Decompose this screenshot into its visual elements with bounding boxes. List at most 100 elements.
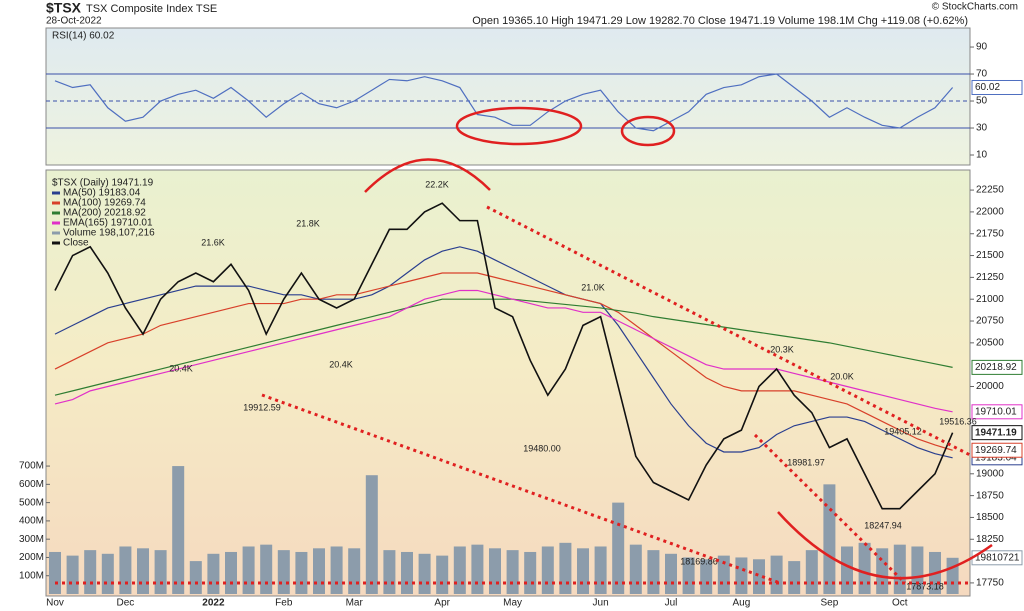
y-tick-label: 18500	[976, 512, 1004, 523]
trend-line	[753, 433, 907, 585]
value-tag: 19269.74	[975, 445, 1017, 456]
y-tick-label: 10	[976, 150, 988, 161]
legend-entry: MA(200) 20218.92	[63, 208, 146, 219]
volume-bar	[911, 546, 924, 594]
ma-line	[54, 272, 953, 451]
x-tick-label: Apr	[434, 598, 450, 609]
price-annotation: 19480.00	[523, 443, 561, 453]
volume-bar	[946, 557, 959, 594]
legend-entry: Close	[63, 238, 89, 249]
symbol: $TSX	[46, 0, 82, 16]
volume-bar	[242, 546, 255, 594]
volume-bar	[418, 553, 431, 594]
volume-bar	[137, 548, 149, 594]
volume-bar	[84, 550, 97, 594]
ma-line	[54, 298, 953, 396]
volume-bar	[260, 544, 273, 594]
x-tick-label: 2022	[202, 598, 225, 609]
value-tag: 19471.19	[975, 427, 1017, 438]
ma-line	[54, 289, 953, 413]
volume-bar	[876, 548, 889, 594]
volume-bar	[436, 555, 449, 594]
volume-bar	[629, 544, 642, 594]
trend-line	[261, 393, 781, 585]
volume-bar	[189, 561, 202, 594]
price-annotation: 22.2K	[425, 179, 449, 189]
y2-tick-label: 700M	[19, 461, 44, 472]
volume-bar	[577, 548, 589, 594]
rsi-line	[54, 73, 954, 132]
rsi-panel	[45, 27, 971, 166]
volume-bar	[506, 550, 519, 594]
volume-bar	[682, 557, 695, 594]
price-annotation: 21.0K	[581, 282, 605, 292]
x-tick-label: Jul	[665, 598, 678, 609]
value-tag: 19183.04	[975, 452, 1017, 463]
y-tick-label: 17750	[976, 578, 1004, 589]
volume-bar	[594, 546, 607, 594]
volume-bar	[893, 544, 906, 594]
y2-tick-label: 500M	[19, 497, 44, 508]
volume-bar	[647, 550, 660, 594]
price-panel	[45, 169, 971, 597]
value-tag-box	[971, 404, 1023, 420]
x-tick-label: Nov	[46, 598, 64, 609]
volume-bar	[348, 548, 361, 594]
volume-bar	[49, 551, 61, 594]
legend-entry: MA(100) 19269.74	[63, 198, 146, 209]
x-tick-label: Sep	[821, 598, 839, 609]
y-tick-label: 20500	[976, 337, 1004, 348]
top-arc	[364, 158, 491, 193]
date: 28-Oct-2022	[46, 16, 102, 27]
y-tick-label: 21250	[976, 272, 1004, 283]
decorations	[55, 106, 993, 585]
highlight-ellipse	[455, 106, 583, 146]
y2-tick-label: 400M	[19, 516, 44, 527]
y-tick-label: 22000	[976, 207, 1004, 218]
volume-bar	[383, 550, 396, 594]
price-annotation: 17873.18	[906, 581, 944, 591]
price-annotation: 21.6K	[201, 237, 225, 247]
y-tick-label: 70	[976, 69, 988, 80]
volume-bar	[841, 546, 853, 594]
bottom-arc	[777, 511, 993, 580]
rsi-legend: RSI(14) 60.02	[52, 31, 115, 42]
volume-bar	[612, 502, 625, 594]
volume-bar	[101, 553, 114, 594]
x-tick-label: Oct	[892, 598, 908, 609]
volume-bar	[330, 546, 343, 594]
volume-bar	[858, 542, 871, 594]
price-annotation: 19516.36	[939, 416, 977, 426]
x-tick-label: Feb	[275, 598, 293, 609]
quote: Open 19365.10 High 19471.29 Low 19282.70…	[472, 15, 968, 27]
volume-bar	[154, 550, 167, 594]
volume-bar	[365, 475, 378, 594]
value-tag-box	[971, 442, 1023, 458]
volume-bar	[313, 548, 325, 594]
x-tick-label: Jun	[593, 598, 609, 609]
volume-bar	[277, 550, 290, 594]
price-annotation: 18247.94	[864, 520, 902, 530]
volume-bar	[225, 551, 237, 594]
volume-bar	[66, 555, 79, 594]
volume-bar	[172, 466, 185, 594]
volume-bar	[823, 484, 836, 594]
x-tick-label: May	[503, 598, 522, 609]
volume-bar	[805, 550, 818, 594]
value-tag-box	[971, 425, 1023, 441]
value-tag: 19710.01	[975, 406, 1017, 417]
y-tick-label: 21750	[976, 228, 1004, 239]
y2-tick-label: 200M	[19, 552, 44, 563]
y-tick-label: 18250	[976, 534, 1004, 545]
y-tick-label: 20000	[976, 381, 1004, 392]
price-annotation: 18169.86	[680, 556, 718, 566]
volume-bar	[559, 542, 572, 594]
legend-entry: EMA(165) 19710.01	[63, 218, 153, 229]
ma-line	[54, 246, 953, 459]
price-annotation: 19912.59	[243, 402, 281, 412]
volume-bar	[401, 551, 413, 594]
price-annotation: 20.0K	[830, 371, 854, 381]
volume-bar	[524, 551, 537, 594]
